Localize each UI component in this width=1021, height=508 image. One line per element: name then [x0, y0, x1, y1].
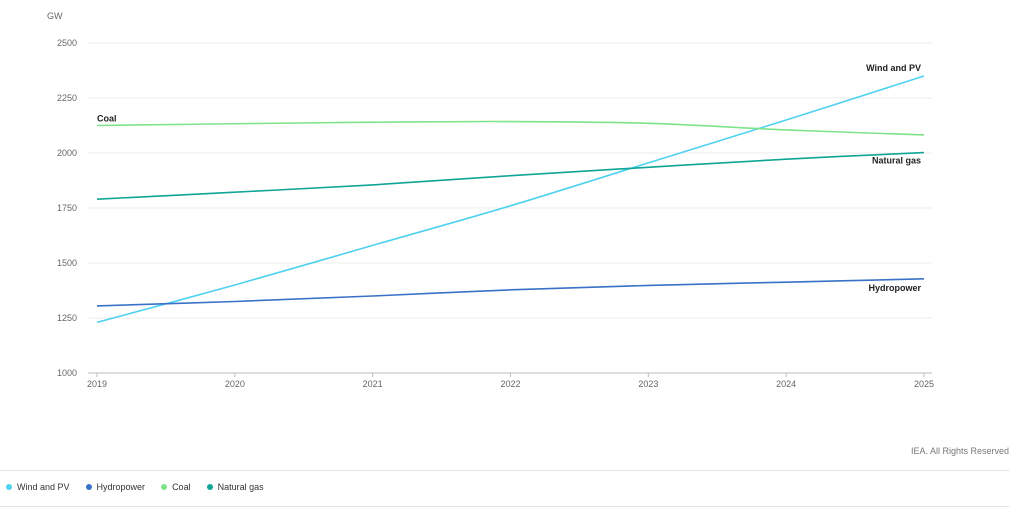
legend-item-wind-and-pv[interactable]: Wind and PV: [6, 482, 70, 492]
series-label-natural-gas: Natural gas: [872, 156, 921, 166]
gridlines: [88, 42, 932, 374]
credit-text: IEA. All Rights Reserved: [910, 446, 1009, 456]
legend-dot-icon: [161, 484, 168, 490]
series-line-coal: [96, 120, 925, 136]
y-tick-label: 1250: [57, 313, 77, 323]
legend-divider: [0, 470, 1009, 471]
series-lines: [96, 75, 925, 324]
y-tick-label: 2000: [57, 148, 77, 158]
x-tick-labels: 2019 2020 2021 2022 2023 2024 2025: [87, 373, 934, 389]
x-tick-label: 2021: [363, 379, 383, 389]
x-tick-label: 2024: [776, 379, 796, 389]
y-axis-label: GW: [47, 11, 63, 21]
line-chart: GW 1000 1250 1500 1750 2000 2250 2500 2019 2020…: [47, 11, 934, 389]
legend-item-coal[interactable]: Coal: [161, 482, 191, 492]
legend-item-hydropower[interactable]: Hydropower: [85, 482, 146, 492]
y-tick-labels: 1000 1250 1500 1750 2000 2250 2500: [57, 38, 77, 378]
legend: Wind and PV Hydropower Coal Natural gas: [6, 482, 280, 492]
legend-dot-icon: [206, 484, 213, 490]
y-tick-label: 1750: [57, 203, 77, 213]
x-tick-label: 2022: [500, 379, 520, 389]
legend-dot-icon: [85, 484, 92, 490]
series-line-natural-gas: [96, 151, 925, 200]
x-tick-label: 2019: [87, 379, 107, 389]
y-tick-label: 1000: [57, 368, 77, 378]
y-tick-label: 2500: [57, 38, 77, 48]
y-tick-label: 2250: [57, 93, 77, 103]
legend-divider: [0, 506, 1009, 507]
legend-label: Natural gas: [217, 482, 264, 492]
series-line-hydropower: [96, 278, 925, 307]
series-label-hydropower: Hydropower: [868, 283, 921, 293]
series-labels: Wind and PV Hydropower Coal Natural gas: [97, 63, 921, 293]
series-line-wind-and-pv: [96, 75, 925, 324]
x-tick-label: 2020: [225, 379, 245, 389]
x-tick-label: 2025: [914, 379, 934, 389]
x-tick-label: 2023: [638, 379, 658, 389]
legend-dot-icon: [6, 484, 12, 490]
legend-label: Hydropower: [96, 482, 146, 492]
legend-label: Coal: [172, 482, 191, 492]
series-label-coal: Coal: [97, 114, 117, 124]
legend-item-natural-gas[interactable]: Natural gas: [206, 482, 264, 492]
y-tick-label: 1500: [57, 258, 77, 268]
legend-label: Wind and PV: [17, 482, 70, 492]
series-label-wind-and-pv: Wind and PV: [866, 63, 921, 73]
